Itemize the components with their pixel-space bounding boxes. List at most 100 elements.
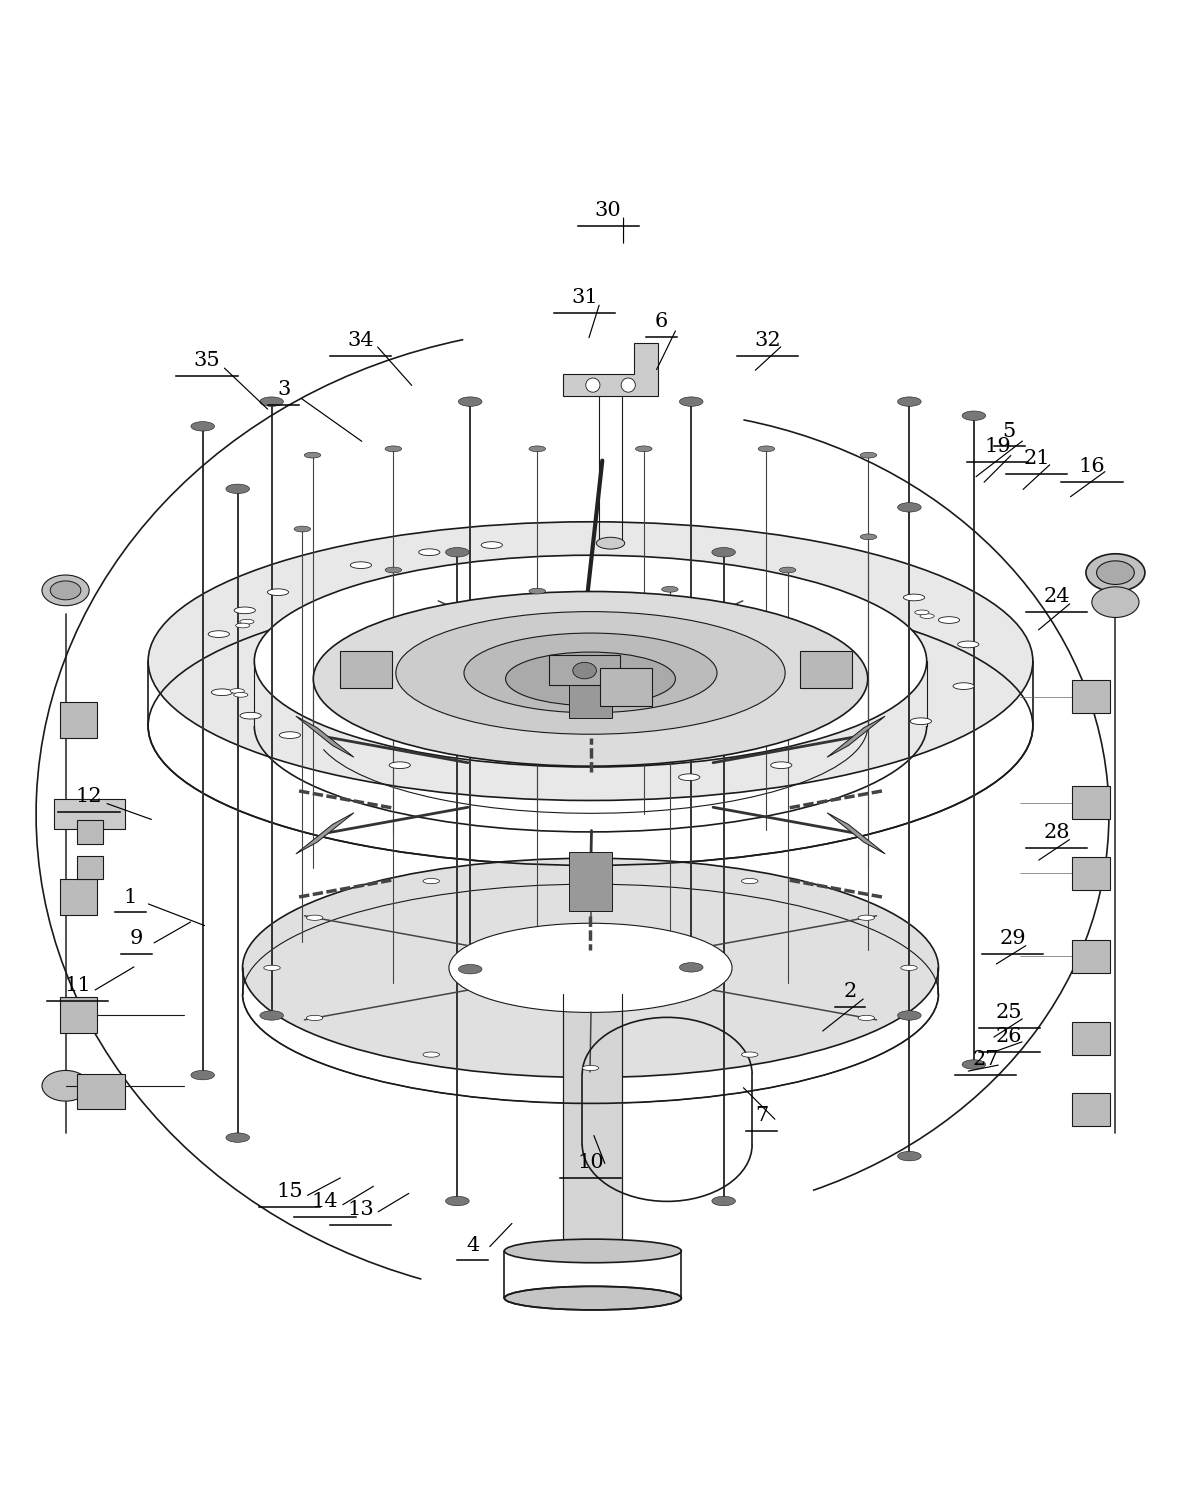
Text: 21: 21 bbox=[1023, 449, 1050, 468]
Ellipse shape bbox=[911, 718, 932, 725]
Ellipse shape bbox=[939, 616, 960, 624]
Ellipse shape bbox=[51, 580, 81, 600]
Ellipse shape bbox=[779, 567, 796, 573]
Bar bbox=[1072, 786, 1109, 819]
Bar bbox=[60, 997, 97, 1032]
Ellipse shape bbox=[529, 446, 546, 452]
Ellipse shape bbox=[859, 1015, 875, 1020]
Ellipse shape bbox=[958, 641, 979, 648]
Ellipse shape bbox=[43, 576, 89, 606]
Ellipse shape bbox=[211, 689, 233, 695]
Ellipse shape bbox=[313, 591, 868, 766]
Bar bbox=[563, 994, 622, 1251]
Ellipse shape bbox=[390, 762, 410, 769]
Text: 11: 11 bbox=[64, 976, 91, 996]
Ellipse shape bbox=[963, 1059, 986, 1070]
Ellipse shape bbox=[661, 586, 678, 592]
Ellipse shape bbox=[901, 966, 918, 970]
Ellipse shape bbox=[504, 1286, 681, 1310]
Ellipse shape bbox=[920, 613, 934, 618]
Ellipse shape bbox=[712, 547, 736, 558]
Ellipse shape bbox=[679, 397, 703, 406]
Text: 24: 24 bbox=[1043, 586, 1070, 606]
Polygon shape bbox=[296, 716, 354, 757]
Ellipse shape bbox=[306, 1015, 322, 1020]
Ellipse shape bbox=[254, 555, 927, 768]
Ellipse shape bbox=[351, 562, 372, 568]
Bar bbox=[78, 1074, 124, 1109]
Ellipse shape bbox=[504, 1239, 681, 1263]
Ellipse shape bbox=[267, 589, 288, 595]
Text: 15: 15 bbox=[276, 1183, 304, 1201]
Ellipse shape bbox=[898, 1011, 921, 1020]
Text: 19: 19 bbox=[984, 437, 1011, 456]
Text: 7: 7 bbox=[755, 1106, 768, 1124]
Ellipse shape bbox=[458, 397, 482, 406]
Polygon shape bbox=[827, 716, 885, 757]
Ellipse shape bbox=[418, 548, 439, 556]
Text: 3: 3 bbox=[278, 381, 291, 399]
Ellipse shape bbox=[621, 378, 635, 393]
Ellipse shape bbox=[445, 1197, 469, 1206]
Bar bbox=[1072, 857, 1109, 890]
Bar bbox=[54, 799, 124, 828]
Text: 29: 29 bbox=[999, 929, 1026, 947]
Text: 31: 31 bbox=[572, 289, 598, 307]
Ellipse shape bbox=[306, 916, 322, 920]
Ellipse shape bbox=[385, 446, 402, 452]
Ellipse shape bbox=[191, 1070, 215, 1080]
Ellipse shape bbox=[742, 1052, 758, 1058]
Ellipse shape bbox=[294, 526, 311, 532]
Bar bbox=[78, 820, 103, 845]
Ellipse shape bbox=[573, 662, 596, 678]
Bar bbox=[1072, 1021, 1109, 1055]
Bar bbox=[60, 703, 97, 737]
Ellipse shape bbox=[230, 689, 244, 694]
Bar bbox=[1072, 940, 1109, 973]
Ellipse shape bbox=[242, 858, 939, 1077]
Ellipse shape bbox=[260, 397, 283, 406]
Polygon shape bbox=[827, 813, 885, 854]
Ellipse shape bbox=[423, 878, 439, 884]
Ellipse shape bbox=[240, 712, 261, 719]
Ellipse shape bbox=[43, 1070, 89, 1102]
Ellipse shape bbox=[898, 503, 921, 512]
Ellipse shape bbox=[582, 866, 599, 870]
Ellipse shape bbox=[260, 1011, 283, 1020]
Polygon shape bbox=[569, 659, 612, 718]
Ellipse shape bbox=[635, 446, 652, 452]
Bar bbox=[1072, 680, 1109, 713]
Text: 34: 34 bbox=[347, 331, 374, 349]
Ellipse shape bbox=[898, 1151, 921, 1160]
Text: 16: 16 bbox=[1078, 456, 1105, 476]
Polygon shape bbox=[569, 852, 612, 911]
Text: 25: 25 bbox=[996, 1003, 1023, 1021]
Text: 32: 32 bbox=[755, 331, 781, 349]
Ellipse shape bbox=[481, 542, 502, 548]
Ellipse shape bbox=[859, 916, 875, 920]
Text: 4: 4 bbox=[466, 1236, 479, 1254]
Ellipse shape bbox=[423, 1052, 439, 1058]
Bar bbox=[60, 879, 97, 914]
Bar bbox=[801, 651, 853, 689]
Ellipse shape bbox=[236, 623, 250, 629]
Ellipse shape bbox=[191, 422, 215, 431]
Ellipse shape bbox=[898, 397, 921, 406]
Bar bbox=[340, 651, 392, 689]
Bar bbox=[78, 855, 103, 879]
Ellipse shape bbox=[464, 633, 717, 713]
Ellipse shape bbox=[712, 1197, 736, 1206]
Text: 14: 14 bbox=[312, 1192, 339, 1210]
Text: 35: 35 bbox=[194, 351, 221, 370]
Ellipse shape bbox=[226, 1133, 249, 1142]
Ellipse shape bbox=[234, 607, 255, 613]
Ellipse shape bbox=[385, 567, 402, 573]
Ellipse shape bbox=[679, 774, 700, 781]
Ellipse shape bbox=[1092, 586, 1138, 618]
Text: 10: 10 bbox=[578, 1153, 603, 1173]
Text: 9: 9 bbox=[130, 929, 143, 947]
Text: 26: 26 bbox=[996, 1027, 1023, 1046]
Bar bbox=[600, 668, 652, 706]
Ellipse shape bbox=[758, 446, 775, 452]
Text: 1: 1 bbox=[124, 887, 137, 907]
